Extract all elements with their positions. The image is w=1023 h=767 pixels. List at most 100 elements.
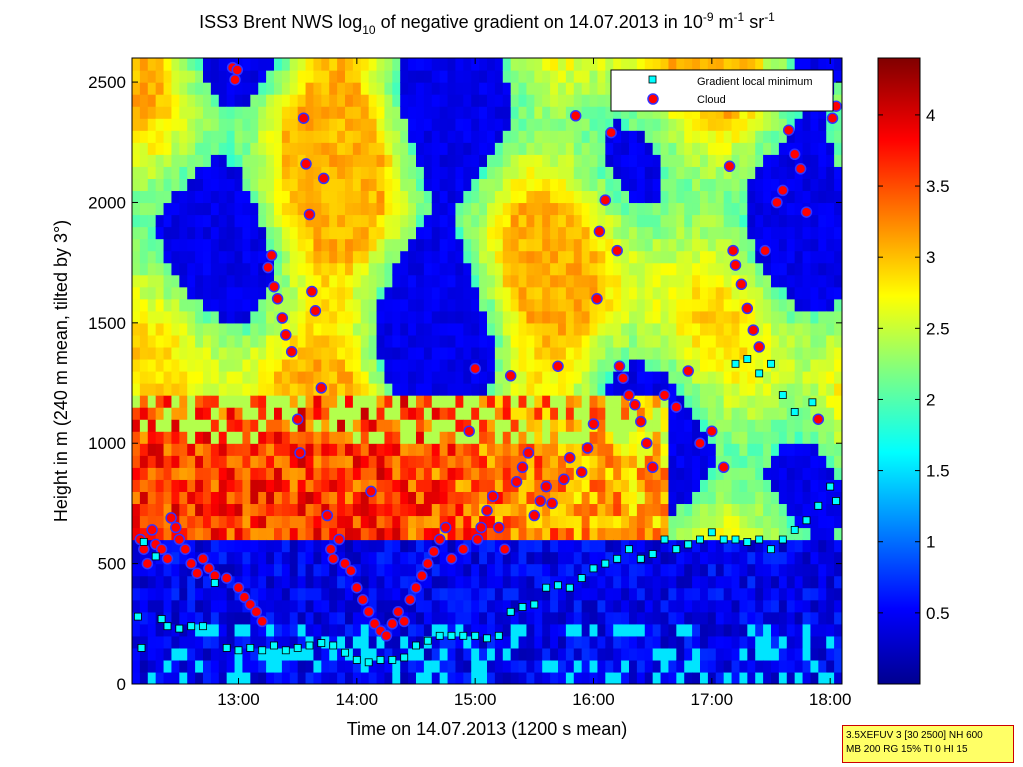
heatmap-cell: [171, 527, 180, 541]
heatmap-cell: [502, 623, 512, 637]
heatmap-cell: [266, 190, 275, 204]
heatmap-cell: [534, 190, 543, 204]
heatmap-cell: [565, 262, 575, 276]
heatmap-cell: [408, 623, 417, 637]
heatmap-cell: [542, 346, 551, 360]
heatmap-cell: [818, 226, 827, 240]
heatmap-cell: [778, 611, 788, 625]
heatmap-cell: [471, 395, 480, 408]
heatmap-cell: [700, 671, 709, 684]
heatmap-cell: [313, 371, 322, 384]
heatmap-cell: [345, 298, 354, 312]
heatmap-cell: [187, 527, 196, 541]
heatmap-cell: [487, 671, 496, 684]
heatmap-cell: [794, 322, 804, 336]
heatmap-cell: [163, 298, 173, 312]
heatmap-cell: [550, 443, 559, 456]
heatmap-cell: [644, 407, 654, 420]
heatmap-cell: [550, 58, 559, 71]
heatmap-cell: [281, 106, 291, 119]
heatmap-cell: [494, 214, 504, 228]
heatmap-cell: [313, 611, 322, 625]
heatmap-cell: [518, 130, 528, 143]
heatmap-cell: [778, 647, 788, 661]
heatmap-cell: [179, 467, 188, 480]
heatmap-cell: [376, 250, 386, 264]
heatmap-cell: [455, 635, 464, 649]
heatmap-cell: [163, 310, 173, 324]
heatmap-cell: [542, 262, 551, 276]
heatmap-cell: [826, 334, 835, 348]
heatmap-cell: [352, 238, 362, 252]
heatmap-cell: [218, 491, 228, 505]
heatmap-cell: [692, 659, 701, 673]
heatmap-cell: [652, 371, 662, 384]
heatmap-cell: [431, 611, 441, 625]
heatmap-cell: [147, 623, 157, 637]
heatmap-cell: [242, 455, 251, 468]
heatmap-cell: [684, 214, 693, 228]
cloud-point: [268, 280, 280, 293]
heatmap-cell: [132, 479, 141, 492]
heatmap-cell: [352, 154, 362, 167]
heatmap-cell: [802, 166, 812, 179]
heatmap-cell: [147, 226, 157, 240]
heatmap-cell: [550, 515, 559, 529]
heatmap-cell: [210, 527, 220, 541]
heatmap-cell: [250, 82, 259, 95]
gradient-minimum-point: [447, 631, 456, 640]
heatmap-cell: [132, 346, 141, 360]
heatmap-cell: [463, 346, 472, 360]
heatmap-cell: [526, 515, 535, 529]
heatmap-cell: [755, 166, 764, 179]
heatmap-cell: [558, 274, 567, 288]
heatmap-cell: [345, 334, 354, 348]
heatmap-cell: [289, 551, 299, 565]
heatmap-cell: [818, 419, 827, 432]
heatmap-cell: [195, 575, 204, 589]
heatmap-cell: [203, 515, 212, 529]
heatmap-cell: [337, 226, 346, 240]
heatmap-cell: [589, 190, 599, 204]
heatmap-cell: [281, 190, 291, 204]
heatmap-cell: [455, 623, 464, 637]
cloud-point: [262, 261, 274, 274]
heatmap-cell: [305, 515, 315, 529]
heatmap-cell: [786, 250, 796, 264]
heatmap-cell: [502, 334, 512, 348]
heatmap-cell: [455, 58, 464, 71]
heatmap-cell: [392, 202, 401, 216]
heatmap-cell: [155, 154, 165, 167]
heatmap-cell: [447, 539, 457, 553]
heatmap-cell: [487, 214, 496, 228]
heatmap-cell: [810, 226, 819, 240]
heatmap-cell: [352, 202, 362, 216]
heatmap-cell: [778, 202, 788, 216]
heatmap-cell: [281, 443, 291, 456]
heatmap-cell: [755, 647, 764, 661]
heatmap-cell: [139, 70, 149, 83]
heatmap-cell: [329, 322, 338, 336]
heatmap-cell: [518, 371, 528, 384]
heatmap-cell: [132, 563, 141, 577]
cloud-point: [276, 312, 289, 324]
heatmap-cell: [605, 479, 614, 492]
heatmap-cell: [629, 671, 638, 684]
heatmap-cell: [581, 623, 591, 637]
heatmap-cell: [337, 467, 346, 480]
cloud-point: [297, 112, 310, 124]
y-tick-label: 1000: [88, 434, 126, 453]
heatmap-cell: [463, 407, 472, 420]
heatmap-cell: [155, 383, 165, 396]
heatmap-cell: [155, 467, 165, 480]
heatmap-cell: [329, 238, 338, 252]
heatmap-cell: [242, 407, 251, 420]
heatmap-cell: [218, 334, 228, 348]
heatmap-cell: [313, 298, 322, 312]
heatmap-cell: [802, 419, 812, 432]
gradient-minimum-point: [790, 526, 799, 534]
heatmap-cell: [447, 503, 457, 517]
heatmap-cell: [281, 587, 291, 601]
heatmap-cell: [668, 190, 677, 204]
heatmap-cell: [558, 623, 567, 637]
